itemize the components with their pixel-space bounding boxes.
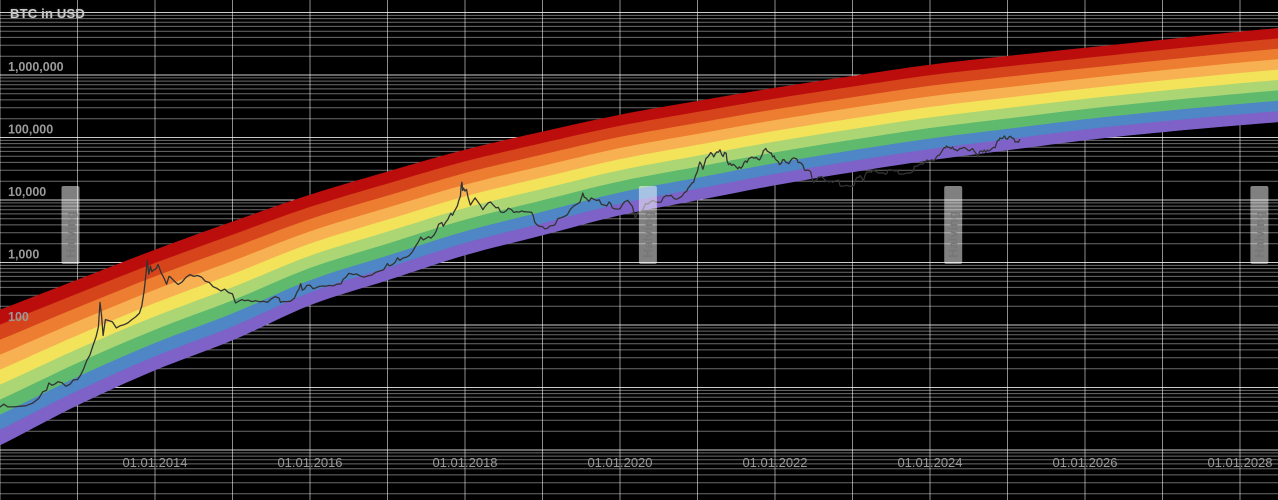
y-tick-label: 10,000 <box>8 185 46 199</box>
halving-label: Halving <box>640 211 655 258</box>
x-tick-label: 01.01.2022 <box>742 455 807 470</box>
halving-label: Halving <box>946 211 961 258</box>
halving-label: Halving <box>1252 211 1267 258</box>
halving-marker <box>1250 186 1269 264</box>
x-tick-label: 01.01.2016 <box>277 455 342 470</box>
x-tick-label: 01.01.2020 <box>587 455 652 470</box>
x-tick-label: 01.01.2014 <box>122 455 187 470</box>
y-tick-label: 100,000 <box>8 123 53 137</box>
chart-title: BTC in USD <box>10 6 85 21</box>
halving-marker <box>638 186 657 264</box>
halving-label: Halving <box>63 211 78 258</box>
x-tick-label: 01.01.2024 <box>897 455 962 470</box>
x-tick-label: 01.01.2026 <box>1052 455 1117 470</box>
halving-marker <box>61 186 80 264</box>
x-tick-label: 01.01.2018 <box>432 455 497 470</box>
y-tick-label: 1,000,000 <box>8 60 64 74</box>
halving-marker <box>944 186 963 264</box>
rainbow-band-9 <box>0 111 1278 446</box>
y-tick-label: 1,000 <box>8 248 39 262</box>
y-tick-label: 100 <box>8 310 29 324</box>
x-tick-label: 01.01.2028 <box>1207 455 1272 470</box>
